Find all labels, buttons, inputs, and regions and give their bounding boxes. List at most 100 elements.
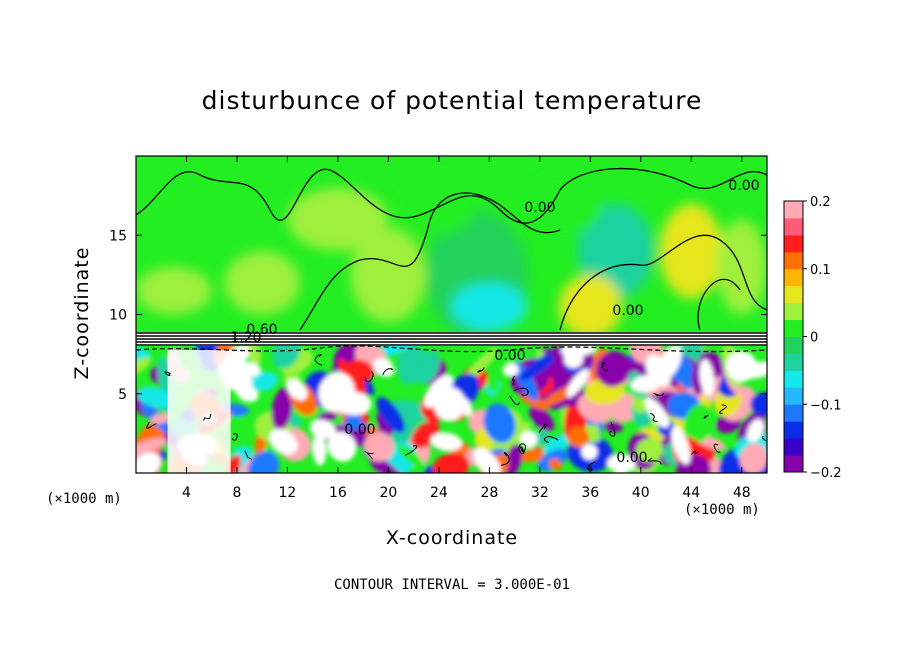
colorbar-tick-label: 0 [810, 331, 818, 346]
colorbar-tick-label: 0.1 [810, 263, 831, 278]
lower-eddy-white [460, 398, 473, 417]
upper-anomaly [558, 274, 622, 332]
chart-title: disturbunce of potential temperature [201, 86, 703, 115]
lower-eddy [337, 358, 364, 398]
lower-eddy-white [318, 372, 355, 412]
lower-eddy-white [286, 378, 308, 401]
lower-eddy-white [606, 454, 636, 473]
lower-eddy-white [699, 359, 715, 397]
contour-line [650, 412, 658, 423]
lower-eddy [136, 357, 151, 377]
contour-line [703, 414, 709, 419]
contour-line [697, 278, 741, 331]
contour-line [511, 375, 516, 386]
colorbar-swatch [784, 404, 803, 422]
contour-line [609, 421, 616, 437]
x-tick-label: 24 [430, 485, 448, 501]
lower-eddy-white [136, 452, 161, 473]
contour-line [203, 413, 212, 421]
contour-line [559, 234, 767, 331]
upper-anomaly [350, 227, 427, 323]
colorbar-tick-label: −0.2 [810, 466, 842, 481]
lower-eddy [376, 397, 405, 433]
lower-eddy [635, 437, 664, 462]
x-tick-label: 40 [632, 485, 650, 501]
lower-eddy-white [423, 374, 454, 408]
upper-field [136, 156, 767, 332]
colorbar-swatch [784, 319, 803, 337]
contour-interval-note: CONTOUR INTERVAL = 3.000E-01 [333, 577, 570, 593]
x-tick-label: 48 [733, 485, 751, 501]
colorbar-swatch [784, 285, 803, 304]
lower-eddy [519, 351, 559, 381]
contour-line [538, 423, 547, 433]
contour-line [364, 371, 374, 383]
lower-eddy [363, 431, 395, 462]
x-tick-label: 16 [329, 485, 347, 501]
lower-eddy-white [373, 358, 394, 377]
contour-line [691, 450, 699, 455]
lower-eddy-white [644, 397, 670, 428]
colorbar-swatch [784, 438, 803, 456]
contour-line [314, 353, 323, 366]
contour-label: 0.00 [344, 422, 375, 438]
upper-anomaly [224, 251, 301, 315]
contour-line [136, 167, 767, 224]
lower-eddy [247, 451, 280, 473]
lower-eddy [529, 406, 555, 432]
lower-eddy [415, 350, 440, 384]
contour-line [518, 443, 526, 455]
contour-line [146, 421, 157, 429]
lower-eddy-white [473, 447, 501, 473]
colorbar-swatch [784, 353, 803, 371]
lower-eddy-white [430, 432, 463, 451]
lower-eddy-white [433, 387, 466, 422]
y-tick-label: 10 [109, 308, 127, 324]
colorbar-swatch [784, 268, 803, 287]
upper-anomaly [527, 171, 603, 236]
lower-eddy-white [327, 431, 357, 462]
lower-eddy-white [746, 418, 765, 443]
contour-line [713, 443, 721, 453]
colorbar-swatch [784, 234, 803, 253]
contour-line [519, 446, 525, 454]
lower-eddy [487, 375, 500, 393]
colorbar-tick-label: 0.2 [810, 195, 831, 210]
contour-line [231, 433, 238, 441]
lower-eddy-white [645, 354, 672, 387]
lower-eddy [542, 433, 571, 456]
x-tick-label: 8 [232, 485, 241, 501]
lower-eddy [683, 403, 714, 444]
lower-eddy-white [269, 428, 298, 455]
upper-anomaly [136, 266, 212, 315]
x-axis-label: X-coordinate [385, 527, 519, 549]
lower-eddy [504, 444, 522, 473]
lower-eddy [518, 391, 549, 411]
lower-eddy [271, 387, 293, 431]
lower-eddy [739, 443, 767, 473]
contour-label: 0.00 [524, 200, 555, 216]
contour-line [601, 362, 609, 372]
lower-eddy [596, 350, 631, 387]
upper-anomaly [451, 282, 528, 331]
contour-line [164, 371, 171, 377]
lower-eddy [567, 426, 589, 448]
lower-eddy [150, 412, 172, 424]
colorbar-swatch [784, 302, 803, 321]
contour-label: 0.00 [616, 450, 647, 466]
lower-eddy [604, 421, 623, 433]
contour-line [544, 436, 559, 443]
contour-line [501, 451, 510, 466]
y-tick-label: 5 [118, 387, 127, 403]
colorbar: −0.2 −0.1 0 0.1 0.2 [783, 195, 842, 481]
colorbar-tick-label: −0.1 [810, 398, 842, 413]
x-tick-label: 32 [531, 485, 549, 501]
lower-eddy [137, 386, 173, 409]
lower-eddy [272, 346, 301, 369]
contour-line [719, 404, 727, 415]
lower-eddy-white [563, 348, 584, 369]
contour-line [653, 392, 665, 397]
y-axis-label: Z-coordinate [71, 246, 93, 380]
colorbar-swatch [784, 421, 803, 439]
contour-line [477, 367, 485, 373]
